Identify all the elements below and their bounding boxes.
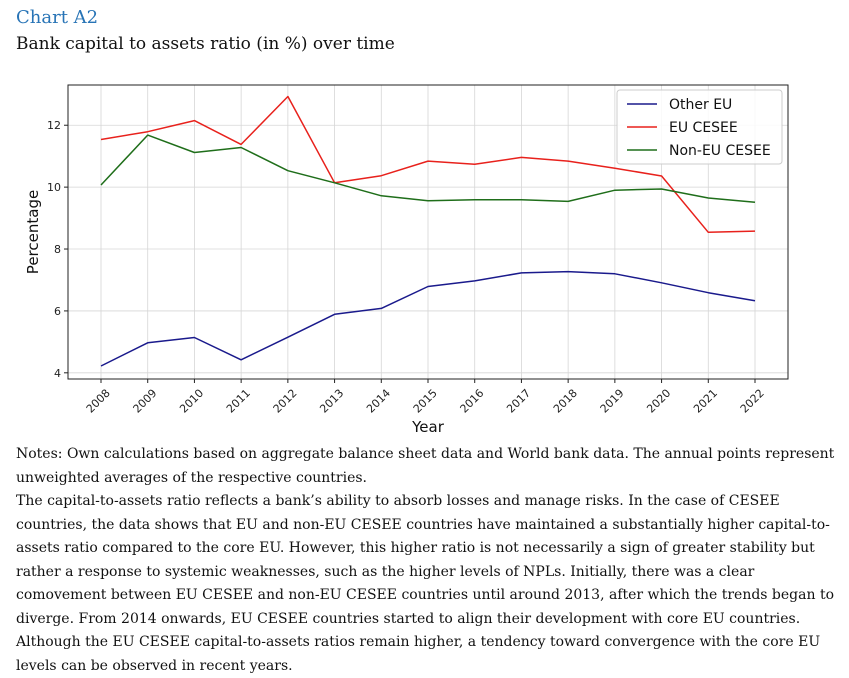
series-line-non-eu-cesee [100,134,756,204]
legend-box [616,89,783,165]
y-tick-label: 10 [47,181,61,194]
x-axis-label: Year [411,418,445,436]
x-tick-label: 2019 [598,387,627,416]
chart-label: Chart A2 [16,7,99,28]
x-tick-label: 2018 [551,387,580,416]
x-tick-label: 2015 [411,387,440,416]
x-tick-label: 2017 [504,387,533,416]
x-tick-label: 2021 [691,387,720,416]
line-chart: 4 6 8 10 12 2008 2009 2010 2011 2012 2013 2014 2015 2… [24,84,789,436]
notes-body: The capital-to-assets ratio reflects a b… [16,493,835,674]
x-tick-label: 2020 [644,387,673,416]
notes-section: Notes: Own calculations based on aggrega… [16,443,836,678]
series-line-eu-cesee [100,95,756,234]
legend-label: Non-EU CESEE [669,143,771,159]
x-tick-label: 2009 [131,387,160,416]
x-tick-label: 2022 [738,387,767,416]
chart-title: Bank capital to assets ratio (in %) over… [16,34,395,54]
series-line-other-eu [100,270,756,367]
x-tick-label: 2013 [317,387,346,416]
legend: Other EU EU CESEE Non-EU CESEE [616,89,783,165]
y-tick-label: 6 [54,305,61,318]
notes-source: Notes: Own calculations based on aggrega… [16,446,835,486]
x-tick-label: 2010 [177,387,206,416]
x-tick-label: 2011 [224,387,253,416]
x-tick-label: 2008 [84,387,113,416]
legend-label: EU CESEE [669,120,738,136]
x-tick-label: 2012 [271,387,300,416]
x-tick-label: 2016 [458,387,487,416]
x-tick-label: 2014 [364,387,393,416]
y-axis-label: Percentage [24,190,42,274]
y-tick-label: 12 [47,119,61,132]
legend-label: Other EU [669,97,732,113]
y-tick-label: 4 [54,367,61,380]
y-tick-label: 8 [54,243,61,256]
